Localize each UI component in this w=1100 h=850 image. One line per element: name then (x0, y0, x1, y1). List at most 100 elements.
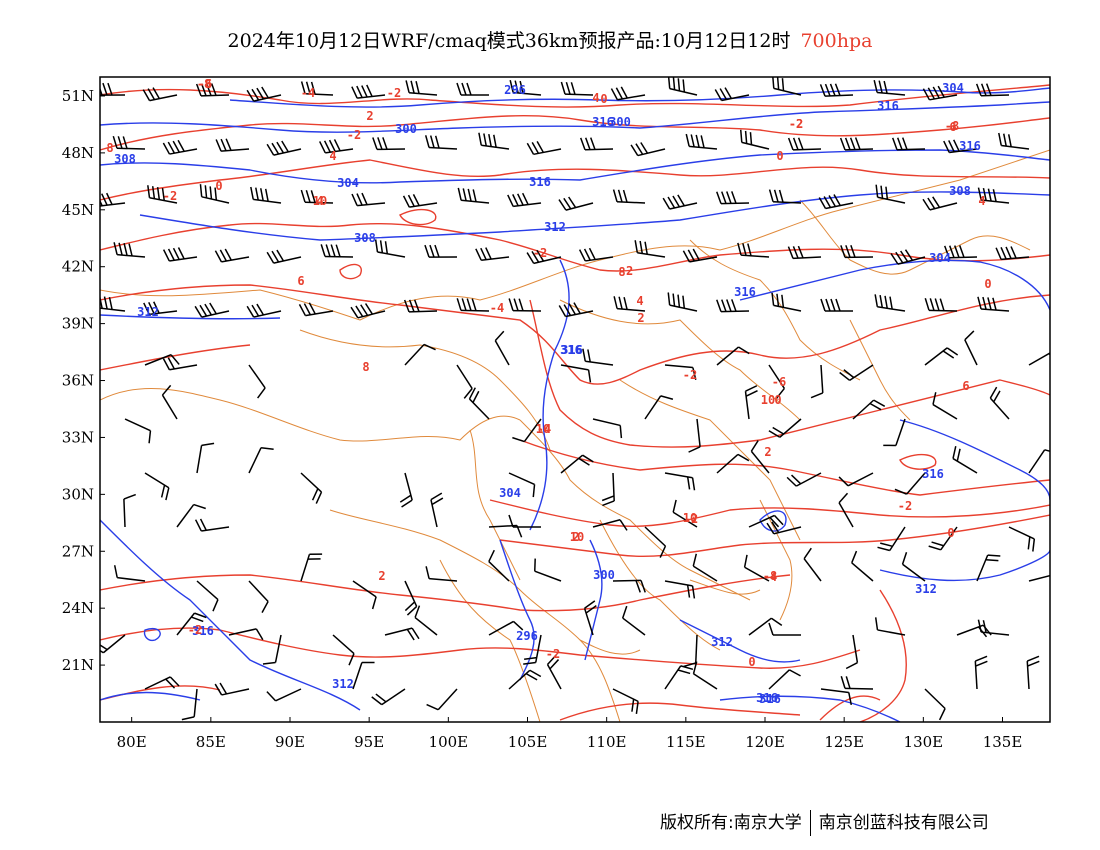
wind-barb (558, 196, 594, 211)
temperature-contour-label: -8 (945, 119, 959, 133)
wind-barb (560, 454, 594, 474)
wind-barb (737, 242, 770, 258)
wind-barb (162, 139, 198, 155)
temperature-contour-label: 10 (536, 422, 550, 436)
wind-barb (750, 440, 770, 474)
wind-barb (664, 665, 694, 690)
wind-barb (768, 189, 802, 204)
footer: 版权所有:南京大学 南京创蓝科技有限公司 (660, 808, 989, 836)
wind-barb (424, 135, 458, 150)
wind-barb (873, 80, 906, 96)
wind-barb (430, 492, 444, 528)
temperature-contour-label: 2 (572, 530, 579, 544)
wind-barb (810, 364, 824, 399)
wind-barb (579, 137, 614, 151)
wind-barb (771, 77, 802, 96)
height-contour-label: 296 (516, 629, 538, 643)
temperature-contour-label: -2 (683, 368, 697, 382)
wind-barb (523, 634, 542, 665)
wind-barb (144, 354, 180, 366)
temperature-contour-label: 2 (366, 109, 373, 123)
height-contour-label: 316 (560, 343, 582, 357)
height-contour-label: 316 (922, 467, 944, 481)
wind-barb (803, 547, 822, 582)
wind-barb (351, 84, 386, 99)
wind-barb (246, 86, 282, 102)
wind-barb (214, 248, 250, 263)
wind-barb (404, 343, 436, 366)
height-contour-label: 312 (137, 305, 159, 319)
wind-barb (262, 634, 282, 665)
temperature-contour-label: -2 (898, 499, 912, 513)
wind-barb (838, 492, 854, 528)
wind-barb (644, 395, 674, 420)
wind-barb (744, 385, 758, 420)
wind-barb (199, 184, 230, 204)
wind-barb (161, 384, 178, 420)
contour-labels: 296 300 304 308 312 316 304 300 296 312 308 316 304 3… (106, 77, 991, 706)
wind-barb (266, 249, 302, 264)
wind-barb (612, 189, 646, 204)
wind-barb (352, 580, 377, 610)
wind-barb (610, 86, 646, 101)
wind-barb (1008, 526, 1036, 552)
y-tick-label: 45N (62, 201, 94, 219)
wind-barb (508, 514, 542, 528)
wind-barb (924, 688, 946, 721)
wind-barb (404, 580, 418, 616)
wind-barb (787, 137, 822, 151)
wind-barb (667, 292, 698, 312)
wind-barb (144, 472, 170, 501)
wind-barb (228, 628, 264, 641)
wind-barb (613, 296, 646, 312)
wind-barb (176, 612, 207, 636)
wind-barb (977, 619, 1010, 636)
wind-barb (196, 442, 215, 474)
wind-barb (875, 184, 906, 204)
wind-barb (456, 298, 490, 312)
wind-barb (248, 446, 274, 474)
height-contour-label: 316 (959, 139, 981, 153)
wind-barb (494, 330, 510, 366)
wind-barb (612, 688, 639, 715)
temperature-contour-label: 4 (316, 194, 323, 208)
wind-barb (928, 526, 958, 551)
y-tick-label: 27N (62, 542, 94, 560)
wind-barb (820, 298, 854, 312)
wind-barb (100, 295, 126, 312)
wind-barb (877, 526, 906, 552)
wind-barb (839, 137, 874, 151)
wind-barb (414, 605, 438, 636)
temperature-contour-label: 2 (378, 569, 385, 583)
wind-barb (664, 472, 696, 491)
wind-barb (372, 137, 406, 151)
wind-barb (644, 526, 667, 558)
wind-barb (351, 192, 386, 207)
temperature-contour-label: 8 (106, 141, 113, 155)
wind-barb (162, 357, 198, 371)
wind-barb (526, 249, 562, 265)
height-contour-label: 304 (929, 251, 951, 265)
wind-barb (787, 245, 822, 260)
temperature-contour-label: 6 (949, 120, 956, 134)
wind-barb (874, 617, 906, 636)
wind-barb (583, 600, 597, 636)
wind-barb (405, 80, 438, 96)
wind-barb (332, 634, 355, 666)
wind-barb (215, 138, 250, 152)
wind-barb (839, 364, 874, 381)
map-plot-area (100, 77, 1050, 722)
temperature-contour-label: 10 (683, 511, 697, 525)
wind-barb (989, 386, 1010, 420)
x-tick-label: 110E (587, 733, 627, 751)
height-contour-label: 312 (332, 677, 354, 691)
wind-barb (819, 83, 854, 97)
wind-barb (266, 688, 302, 702)
height-contours (100, 87, 1050, 722)
wind-barb (300, 553, 323, 582)
temperature-contour-label: 2 (637, 311, 644, 325)
x-tick-label: 115E (666, 733, 706, 751)
temperature-contour-label: -2 (533, 246, 547, 260)
wind-barb (300, 81, 334, 96)
x-tick-label: 125E (824, 733, 864, 751)
